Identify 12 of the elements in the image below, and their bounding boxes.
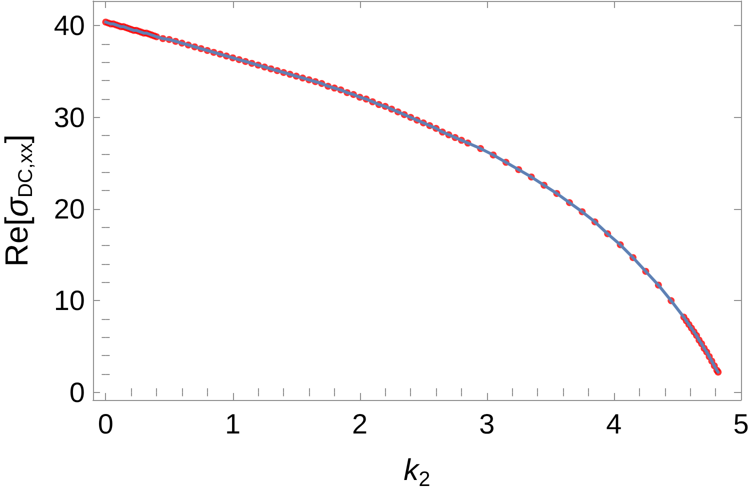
y-tick-label: 40 <box>54 10 85 42</box>
y-axis-title: Re[σDC,xx] <box>0 134 37 267</box>
y-tick-label: 0 <box>69 376 85 408</box>
y-tick-label: 30 <box>54 102 85 133</box>
y-tick-label: 10 <box>54 285 85 316</box>
x-tick-label: 3 <box>479 408 495 440</box>
x-tick-label: 5 <box>733 408 749 440</box>
y-tick-label: 20 <box>54 194 85 225</box>
x-tick-label: 2 <box>352 408 368 440</box>
x-tick-label: 1 <box>224 408 241 440</box>
x-tick-label: 4 <box>606 408 622 440</box>
x-tick-label: 0 <box>98 408 114 440</box>
